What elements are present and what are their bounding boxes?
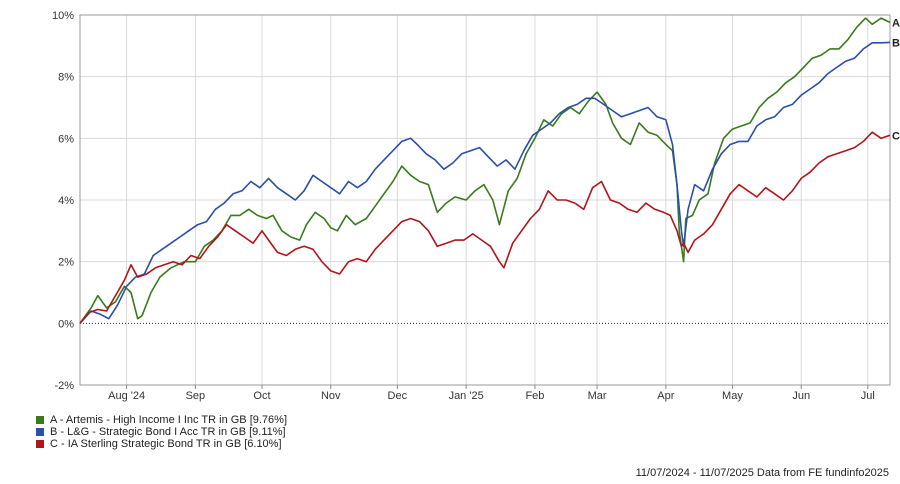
series-line-b	[79, 41, 891, 324]
x-tick-label: May	[722, 390, 743, 402]
y-tick-label: 10%	[52, 10, 74, 22]
grid-lines	[80, 14, 890, 386]
x-tick-label: Feb	[525, 390, 544, 402]
x-tick-label: Aug '24	[108, 390, 145, 402]
legend-item-b: B - L&G - Strategic Bond I Acc TR in GB …	[36, 426, 287, 438]
performance-line-chart: 10% 8% 6% 4% 2% 0% -2% Aug '24 Sep Oct Nov Dec Jan …	[52, 10, 900, 402]
series-end-labels: AB C	[892, 17, 900, 142]
end-label-b: B	[892, 37, 900, 49]
series-line-c	[79, 131, 891, 324]
x-tick-label: Nov	[321, 390, 341, 402]
x-axis: Aug '24 Sep Oct Nov Dec Jan '25 Feb Mar Apr May Ju…	[108, 385, 875, 402]
legend-label-c: C - IA Sterling Strategic Bond TR in GB …	[50, 438, 282, 450]
series-line-a	[79, 17, 891, 324]
x-tick-label: Jun	[792, 390, 810, 402]
x-tick-label: Oct	[253, 390, 270, 402]
end-label-c: C	[892, 130, 900, 142]
legend: A - Artemis - High Income I Inc TR in GB…	[36, 414, 287, 450]
y-tick-label: 8%	[58, 72, 74, 84]
data-source-footer: 11/07/2024 - 11/07/2025 Data from FE fun…	[635, 467, 889, 479]
legend-label-b: B - L&G - Strategic Bond I Acc TR in GB …	[50, 426, 286, 438]
legend-item-a: A - Artemis - High Income I Inc TR in GB…	[36, 414, 287, 426]
y-tick-label: 2%	[58, 257, 74, 269]
x-tick-label: Jan '25	[449, 390, 484, 402]
y-tick-label: 0%	[58, 318, 74, 330]
x-tick-label: Mar	[588, 390, 607, 402]
legend-swatch-b	[36, 428, 44, 436]
x-tick-label: Jul	[861, 390, 875, 402]
legend-swatch-a	[36, 416, 44, 424]
series-lines	[79, 17, 891, 324]
y-tick-label: 6%	[58, 133, 74, 145]
legend-item-c: C - IA Sterling Strategic Bond TR in GB …	[36, 438, 287, 450]
x-tick-label: Sep	[186, 390, 206, 402]
end-label-a: A	[892, 17, 900, 29]
legend-label-a: A - Artemis - High Income I Inc TR in GB…	[50, 414, 287, 426]
plot-area-frame	[79, 14, 891, 386]
y-tick-label: -2%	[54, 380, 74, 392]
x-tick-label: Dec	[388, 390, 408, 402]
y-axis: 10% 8% 6% 4% 2% 0% -2%	[52, 10, 74, 392]
legend-swatch-c	[36, 440, 44, 448]
y-tick-label: 4%	[58, 195, 74, 207]
x-tick-label: Apr	[657, 390, 674, 402]
